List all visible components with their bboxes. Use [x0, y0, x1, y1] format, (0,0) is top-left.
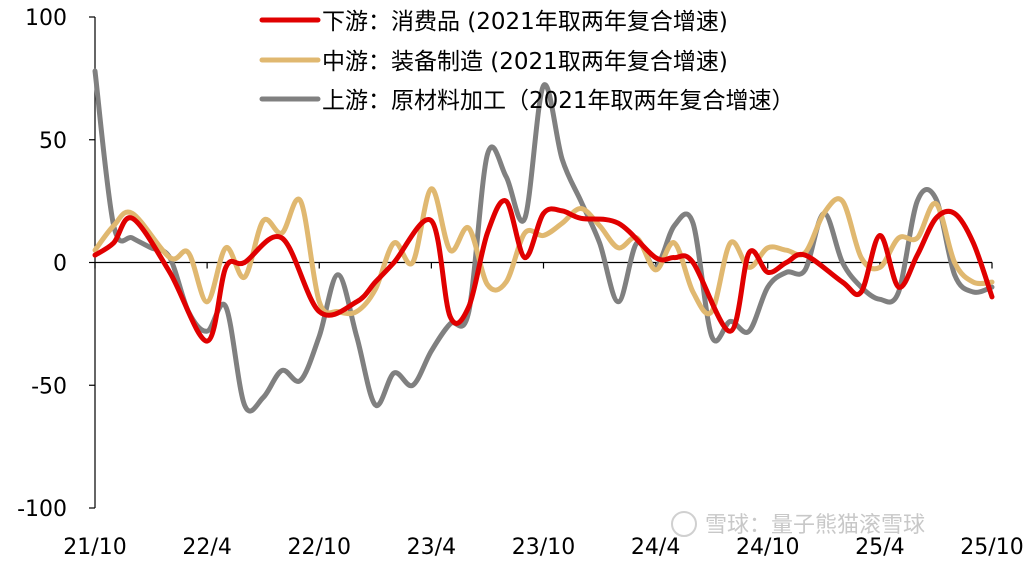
x-tick-label: 21/10 [63, 535, 126, 560]
x-tick-label: 23/4 [407, 535, 456, 560]
x-axis-ticks: 21/10 22/4 22/10 23/4 23/10 24/4 24/10 25/4 25/1… [63, 262, 1024, 560]
chart-legend: 下游：消费品 (2021年取两年复合增速) 中游：装备制造 (2021取两年复合增… [259, 9, 795, 114]
upstream-materials-line [92, 68, 995, 414]
downstream-consumer-line [92, 198, 995, 344]
x-tick-label: 22/10 [288, 535, 351, 560]
x-tick-label: 23/10 [512, 535, 575, 560]
x-tick-label: 24/4 [631, 535, 680, 560]
legend-upstream-label: 上游：原材料加工（2021年取两年复合增速） [322, 88, 795, 114]
watermark-text: 雪球：量子熊猫滚雪球 [705, 513, 925, 538]
legend-midstream-label: 中游：装备制造 (2021取两年复合增速) [322, 49, 728, 75]
x-tick-label: 24/10 [736, 535, 799, 560]
x-tick-label: 25/4 [855, 535, 904, 560]
watermark-logo-icon [671, 511, 697, 537]
x-tick-label: 25/10 [960, 535, 1023, 560]
y-tick-label: 0 [53, 252, 67, 277]
x-tick-label: 22/4 [182, 535, 231, 560]
watermark: 雪球：量子熊猫滚雪球 [671, 511, 925, 538]
legend-downstream-label: 下游：消费品 (2021年取两年复合增速) [322, 9, 728, 35]
y-tick-label: -50 [31, 374, 67, 399]
chart-series [92, 68, 995, 414]
y-axis-ticks: 100 50 0 -50 -100 [17, 6, 95, 522]
midstream-equipment-line [92, 186, 995, 317]
y-tick-label: 50 [39, 129, 67, 154]
y-tick-label: -100 [17, 497, 67, 522]
y-tick-label: 100 [25, 6, 67, 31]
